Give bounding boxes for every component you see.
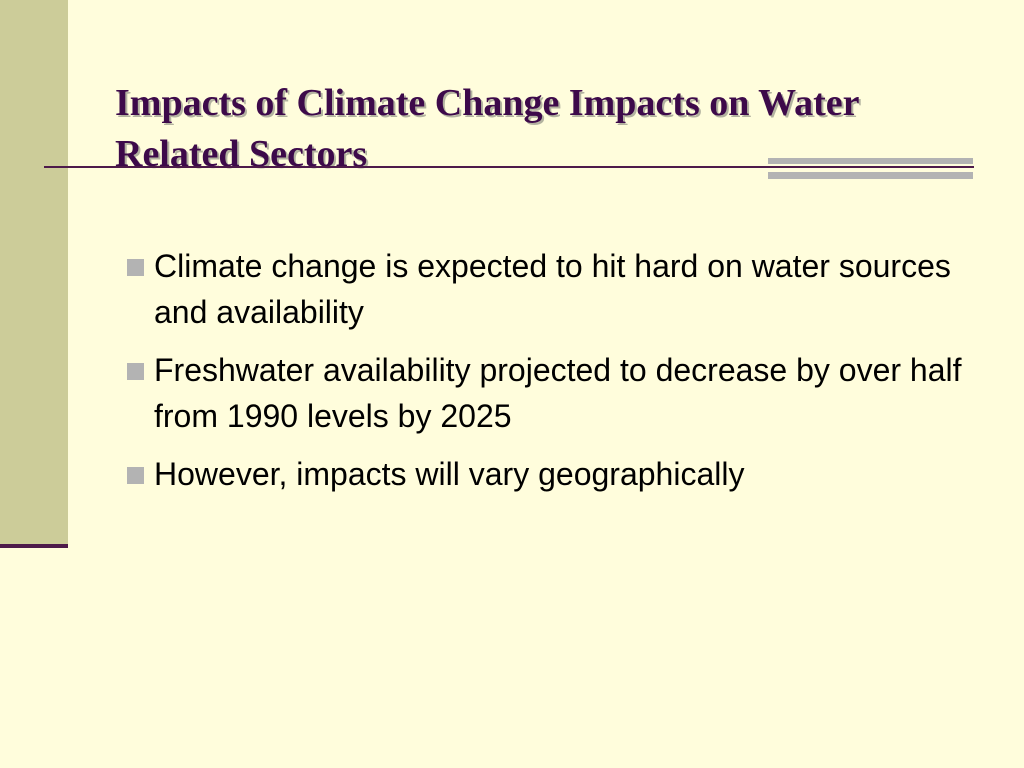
bullet-list: Climate change is expected to hit hard o… [125,243,975,509]
title-accent-bar-bottom [768,172,973,179]
bullet-item: Climate change is expected to hit hard o… [125,243,975,335]
bullet-item: However, impacts will vary geographicall… [125,451,975,497]
square-bullet-icon [127,467,144,484]
slide-title: Impacts of Climate Change Impacts on Wat… [115,82,859,175]
bullet-text: However, impacts will vary geographicall… [154,456,745,492]
bullet-text: Climate change is expected to hit hard o… [154,248,951,330]
bullet-text: Freshwater availability projected to dec… [154,352,962,434]
sidebar-accent-line [0,544,68,548]
title-accent-bar-top [768,158,973,164]
bullet-item: Freshwater availability projected to dec… [125,347,975,439]
title-underline-rule [44,166,974,168]
square-bullet-icon [127,363,144,380]
square-bullet-icon [127,259,144,276]
sidebar-decoration [0,0,68,548]
